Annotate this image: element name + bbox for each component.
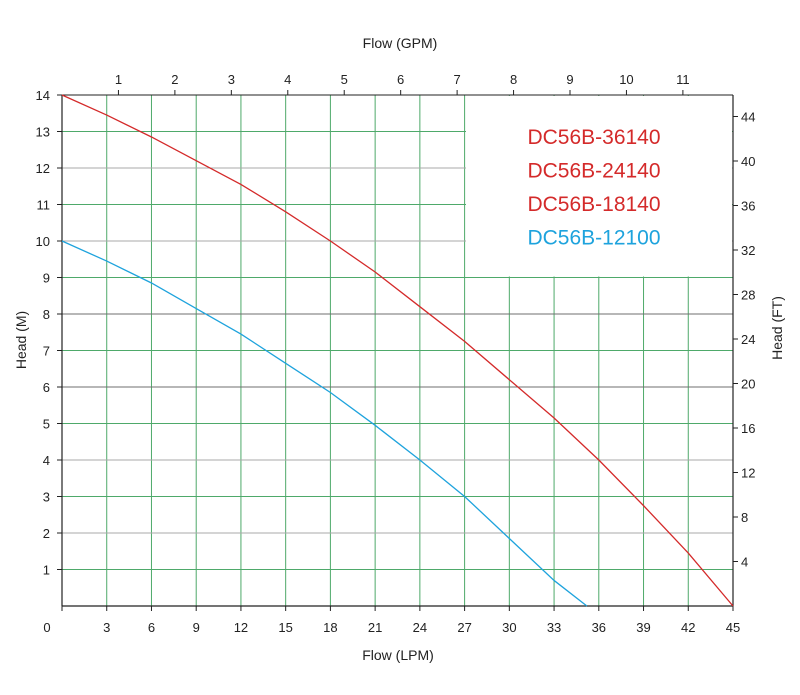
- legend-entry: DC56B-36140: [527, 126, 660, 149]
- left-tick-label: 1: [43, 563, 50, 578]
- bottom-tick-label: 36: [592, 620, 606, 635]
- left-tick-label: 3: [43, 490, 50, 505]
- top-axis-title: Flow (GPM): [363, 35, 438, 51]
- bottom-tick-label: 3: [103, 620, 110, 635]
- right-tick-label: 44: [741, 109, 755, 124]
- left-tick-label: 12: [36, 161, 50, 176]
- top-tick-label: 6: [397, 72, 404, 87]
- right-tick-label: 40: [741, 154, 755, 169]
- legend-box: [466, 96, 732, 277]
- right-axis-title: Head (FT): [769, 296, 785, 360]
- left-tick-label: 5: [43, 417, 50, 432]
- right-tick-label: 12: [741, 465, 755, 480]
- series-line-1: [61, 240, 588, 607]
- top-tick-label: 4: [284, 72, 291, 87]
- left-tick-label: 9: [43, 271, 50, 286]
- top-tick-label: 9: [566, 72, 573, 87]
- bottom-tick-label: 6: [148, 620, 155, 635]
- top-tick-label: 11: [676, 72, 690, 87]
- legend: DC56B-36140 DC56B-24140 DC56B-18140 DC56B-1…: [527, 126, 660, 250]
- right-tick-label: 20: [741, 376, 755, 391]
- bottom-tick-label: 0: [43, 620, 50, 635]
- top-axis-ticks: 1 2 3 4 5 6 7 8 9 10 11: [115, 72, 690, 95]
- bottom-tick-label: 12: [234, 620, 248, 635]
- legend-entry: DC56B-12100: [527, 227, 660, 250]
- bottom-tick-label: 42: [681, 620, 695, 635]
- top-tick-label: 10: [619, 72, 633, 87]
- bottom-tick-label: 15: [278, 620, 292, 635]
- left-axis-title: Head (M): [13, 311, 29, 369]
- right-tick-label: 16: [741, 421, 755, 436]
- right-tick-label: 36: [741, 198, 755, 213]
- left-tick-label: 11: [37, 198, 51, 213]
- right-axis-ticks: 4 8 12 16 20 24 28 32 36 40 44: [733, 109, 755, 569]
- top-tick-label: 8: [510, 72, 517, 87]
- bottom-tick-label: 27: [457, 620, 471, 635]
- right-tick-label: 32: [741, 243, 755, 258]
- top-tick-label: 7: [453, 72, 460, 87]
- right-tick-label: 4: [741, 554, 748, 569]
- legend-background: [466, 96, 732, 277]
- left-tick-label: 2: [43, 526, 50, 541]
- left-tick-label: 7: [43, 344, 50, 359]
- bottom-tick-label: 45: [726, 620, 740, 635]
- left-tick-label: 4: [43, 453, 50, 468]
- legend-entry: DC56B-18140: [527, 193, 660, 216]
- top-tick-label: 2: [171, 72, 178, 87]
- top-tick-label: 3: [228, 72, 235, 87]
- bottom-tick-label: 9: [193, 620, 200, 635]
- series-layer: [61, 94, 734, 607]
- left-tick-label: 14: [36, 88, 50, 103]
- left-tick-label: 13: [36, 125, 50, 140]
- right-tick-label: 24: [741, 332, 755, 347]
- bottom-tick-label: 24: [413, 620, 427, 635]
- right-tick-label: 28: [741, 287, 755, 302]
- bottom-tick-label: 33: [547, 620, 561, 635]
- left-tick-label: 8: [43, 307, 50, 322]
- top-tick-label: 5: [341, 72, 348, 87]
- bottom-axis-ticks: 0 3 6 9 12 15 18 21 24 27 30 33 36 39 42 45: [43, 606, 740, 635]
- bottom-tick-label: 21: [368, 620, 382, 635]
- bottom-tick-label: 39: [636, 620, 650, 635]
- top-tick-label: 1: [115, 72, 122, 87]
- bottom-tick-label: 18: [323, 620, 337, 635]
- left-tick-label: 6: [43, 380, 50, 395]
- right-tick-label: 8: [741, 510, 748, 525]
- legend-entry: DC56B-24140: [527, 160, 660, 183]
- bottom-axis-title: Flow (LPM): [362, 647, 434, 663]
- series-line-0: [61, 94, 734, 607]
- left-tick-label: 10: [36, 234, 50, 249]
- bottom-tick-label: 30: [502, 620, 516, 635]
